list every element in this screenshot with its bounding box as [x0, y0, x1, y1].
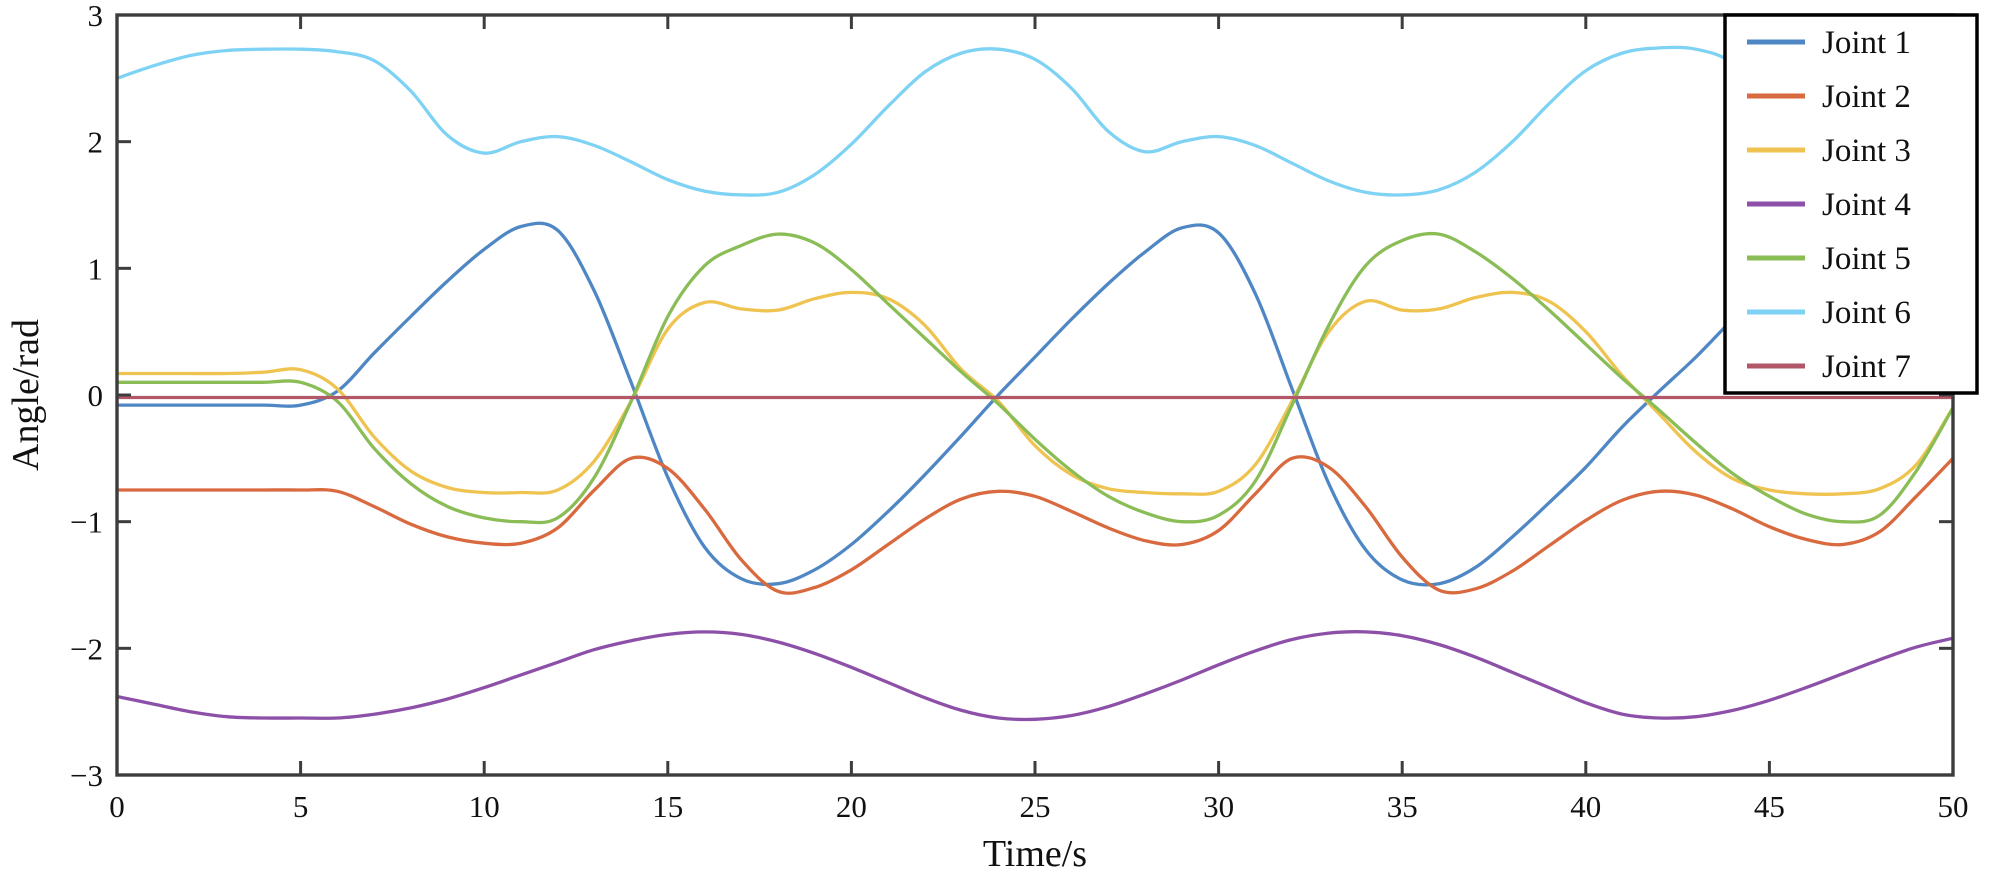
x-tick-label: 45 [1754, 789, 1785, 824]
legend-item-joint-6: Joint 6 [1747, 295, 1911, 331]
x-tick-label: 25 [1020, 789, 1051, 824]
legend-item-joint-2: Joint 2 [1747, 79, 1911, 115]
x-tick-label: 35 [1387, 789, 1418, 824]
x-tick-label: 50 [1938, 789, 1969, 824]
x-tick-label: 15 [652, 789, 683, 824]
x-tick-label: 10 [469, 789, 500, 824]
legend-label-joint-5: Joint 5 [1822, 241, 1911, 277]
y-tick-label: 0 [88, 378, 104, 413]
curve-series-group [115, 45, 1955, 722]
legend-label-joint-7: Joint 7 [1822, 349, 1911, 385]
legend-label-joint-6: Joint 6 [1822, 295, 1911, 331]
legend-label-joint-1: Joint 1 [1822, 25, 1911, 61]
y-tick-label: 3 [88, 0, 104, 33]
x-tick-label: 30 [1203, 789, 1234, 824]
series-line-joint-3 [115, 290, 1955, 496]
legend-label-joint-2: Joint 2 [1822, 79, 1911, 115]
legend-label-joint-4: Joint 4 [1822, 187, 1911, 223]
legend-item-joint-7: Joint 7 [1747, 349, 1911, 385]
x-axis-title: Time/s [983, 833, 1087, 875]
series-line-joint-6 [115, 45, 1955, 197]
y-tick-label: −2 [70, 631, 103, 666]
legend: Joint 1 Joint 2 Joint 3 Joint 4 Joint 5 Joint… [1723, 13, 1979, 395]
legend-item-joint-5: Joint 5 [1747, 241, 1911, 277]
plot-border [115, 13, 1955, 777]
y-tick-label: −1 [70, 505, 103, 540]
x-tick-label: 5 [293, 789, 309, 824]
axes-group [115, 13, 1955, 777]
legend-label-joint-3: Joint 3 [1822, 133, 1911, 169]
series-line-joint-2 [115, 455, 1955, 595]
series-line-joint-1 [115, 220, 1955, 587]
series-line-joint-4 [115, 630, 1955, 722]
y-tick-label: 2 [88, 125, 104, 160]
series-line-joint-5 [115, 231, 1955, 525]
x-tick-label: 0 [109, 789, 125, 824]
legend-item-joint-3: Joint 3 [1747, 133, 1911, 169]
y-axis-title: Angle/rad [5, 319, 47, 471]
tick-labels-group: 0 5 10 15 20 25 30 35 40 45 50 −3 −2 −1 0 1 2 3 [70, 0, 1968, 824]
legend-item-joint-4: Joint 4 [1747, 187, 1911, 223]
y-tick-label: 1 [88, 251, 104, 286]
legend-item-joint-1: Joint 1 [1747, 25, 1911, 61]
x-tick-label: 40 [1570, 789, 1601, 824]
x-tick-label: 20 [836, 789, 867, 824]
y-tick-label: −3 [70, 758, 103, 793]
